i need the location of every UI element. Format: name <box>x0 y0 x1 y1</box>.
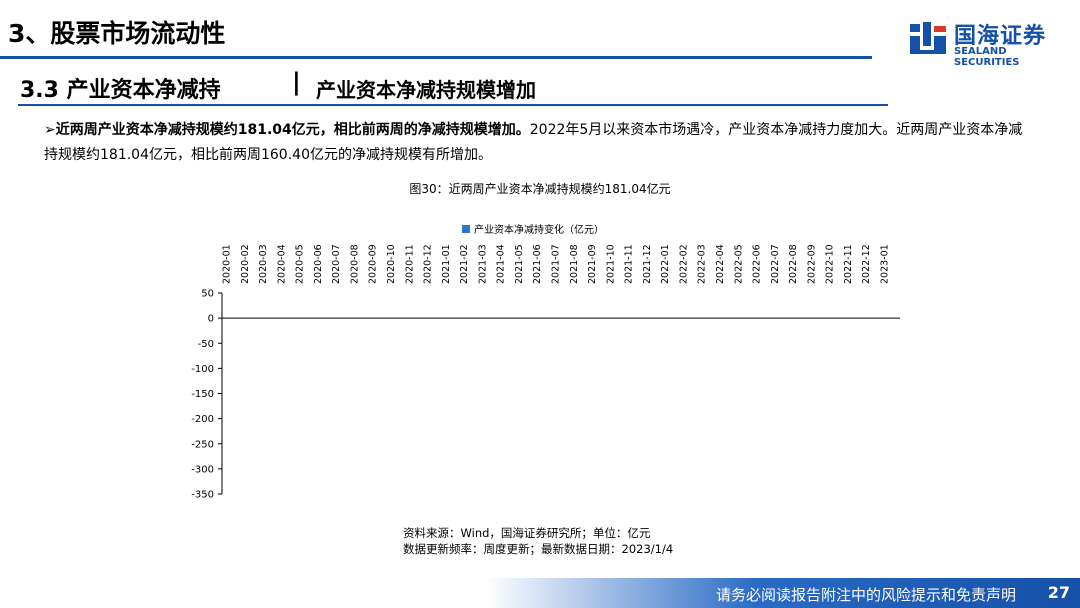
section-separator: | <box>292 68 301 96</box>
x-tick-label: 2020-04 <box>276 244 287 284</box>
x-tick-label: 2020-03 <box>258 244 269 284</box>
x-tick-label: 2022-07 <box>770 244 781 284</box>
source-line: 资料来源：Wind，国海证券研究所；单位：亿元 <box>403 526 651 540</box>
source-note: 资料来源：Wind，国海证券研究所；单位：亿元 数据更新频率：周度更新；最新数据… <box>403 525 673 557</box>
x-tick-label: 2022-09 <box>806 244 817 284</box>
x-axis-month-labels: 2020-01 2020-02 2020-03 2020-04 2020-05 2020-… <box>222 244 891 284</box>
footer-bar: 请务必阅读报告附注中的风险提示和免责声明 27 <box>0 578 1080 608</box>
x-tick-label: 2022-04 <box>715 244 726 284</box>
x-tick-label: 2020-12 <box>423 244 434 284</box>
x-tick-label: 2023-01 <box>880 244 891 284</box>
header-divider <box>0 56 872 59</box>
x-tick-label: 2021-09 <box>587 244 598 284</box>
x-tick-label: 2020-11 <box>404 244 415 284</box>
x-tick-label: 2022-10 <box>825 244 836 284</box>
x-tick-label: 2021-11 <box>624 244 635 284</box>
x-tick-label: 2021-06 <box>532 244 543 284</box>
x-tick-label: 2022-03 <box>697 244 708 284</box>
x-tick-label: 2022-05 <box>733 244 744 284</box>
x-tick-label: 2021-10 <box>605 244 616 284</box>
x-tick-label: 2022-11 <box>843 244 854 284</box>
x-tick-label: 2020-06 <box>313 244 324 284</box>
brand-name-cn: 国海证券 <box>954 24 1047 49</box>
y-tick-label: -350 <box>191 490 214 501</box>
y-tick-label: 0 <box>208 314 214 325</box>
x-tick-label: 2020-05 <box>295 244 306 284</box>
page-number: 27 <box>1047 583 1070 602</box>
bullet-arrow-icon: ➢ <box>44 122 56 138</box>
x-tick-label: 2021-04 <box>496 244 507 284</box>
y-tick-label: -250 <box>191 439 214 450</box>
x-tick-label: 2020-02 <box>240 244 251 284</box>
x-tick-label: 2020-10 <box>386 244 397 284</box>
brand-name-en: SEALAND SECURITIES <box>954 46 1020 68</box>
x-tick-label: 2021-12 <box>642 244 653 284</box>
y-tick-label: -100 <box>191 364 214 375</box>
x-tick-label: 2021-05 <box>514 244 525 284</box>
x-tick-label: 2021-07 <box>551 244 562 284</box>
x-tick-label: 2022-12 <box>861 244 872 284</box>
x-tick-label: 2021-03 <box>477 244 488 284</box>
x-tick-label: 2021-01 <box>441 244 452 284</box>
logo-mark-icon <box>910 22 946 54</box>
x-tick-label: 2021-02 <box>459 244 470 284</box>
y-tick-label: -200 <box>191 414 214 425</box>
x-tick-label: 2022-02 <box>678 244 689 284</box>
figure-caption: 图30：近两周产业资本净减持规模约181.04亿元 <box>409 182 671 196</box>
summary-paragraph: ➢近两周产业资本净减持规模约181.04亿元，相比前两周的净减持规模增加。202… <box>44 118 1034 168</box>
x-tick-label: 2021-08 <box>569 244 580 284</box>
section-title: 3.3 产业资本净减持 <box>20 78 221 103</box>
x-tick-label: 2022-08 <box>788 244 799 284</box>
x-tick-label: 2020-01 <box>222 244 233 284</box>
page-header-title: 3、股票市场流动性 <box>8 19 226 48</box>
x-tick-label: 2020-09 <box>368 244 379 284</box>
summary-body: 2022年5月以来资本市场遇冷，产业资本净减持力度加大。近两周产业资本净减持规模… <box>44 122 1023 163</box>
x-tick-label: 2020-08 <box>349 244 360 284</box>
legend-swatch <box>462 225 470 233</box>
legend-label: 产业资本净减持变化（亿元） <box>474 223 604 236</box>
section-subtitle: 产业资本净减持规模增加 <box>316 78 536 102</box>
y-tick-label: -50 <box>198 339 214 350</box>
y-tick-label: 50 <box>201 289 214 300</box>
y-tick-label: -150 <box>191 389 214 400</box>
brand-logo: 国海证券 SEALAND SECURITIES <box>908 18 1068 68</box>
y-axis: 50 0 -50 -100 -150 -200 -250 -300 -350 <box>191 289 900 501</box>
section-underline <box>18 62 888 106</box>
x-tick-label: 2022-06 <box>752 244 763 284</box>
x-tick-label: 2020-07 <box>331 244 342 284</box>
summary-lead: 近两周产业资本净减持规模约181.04亿元，相比前两周的净减持规模增加。 <box>55 122 530 138</box>
footer-disclaimer: 请务必阅读报告附注中的风险提示和免责声明 <box>715 586 1016 604</box>
x-tick-label: 2022-01 <box>660 244 671 284</box>
update-frequency-line: 数据更新频率：周度更新；最新数据日期：2023/1/4 <box>403 542 674 556</box>
y-tick-label: -300 <box>191 464 214 475</box>
